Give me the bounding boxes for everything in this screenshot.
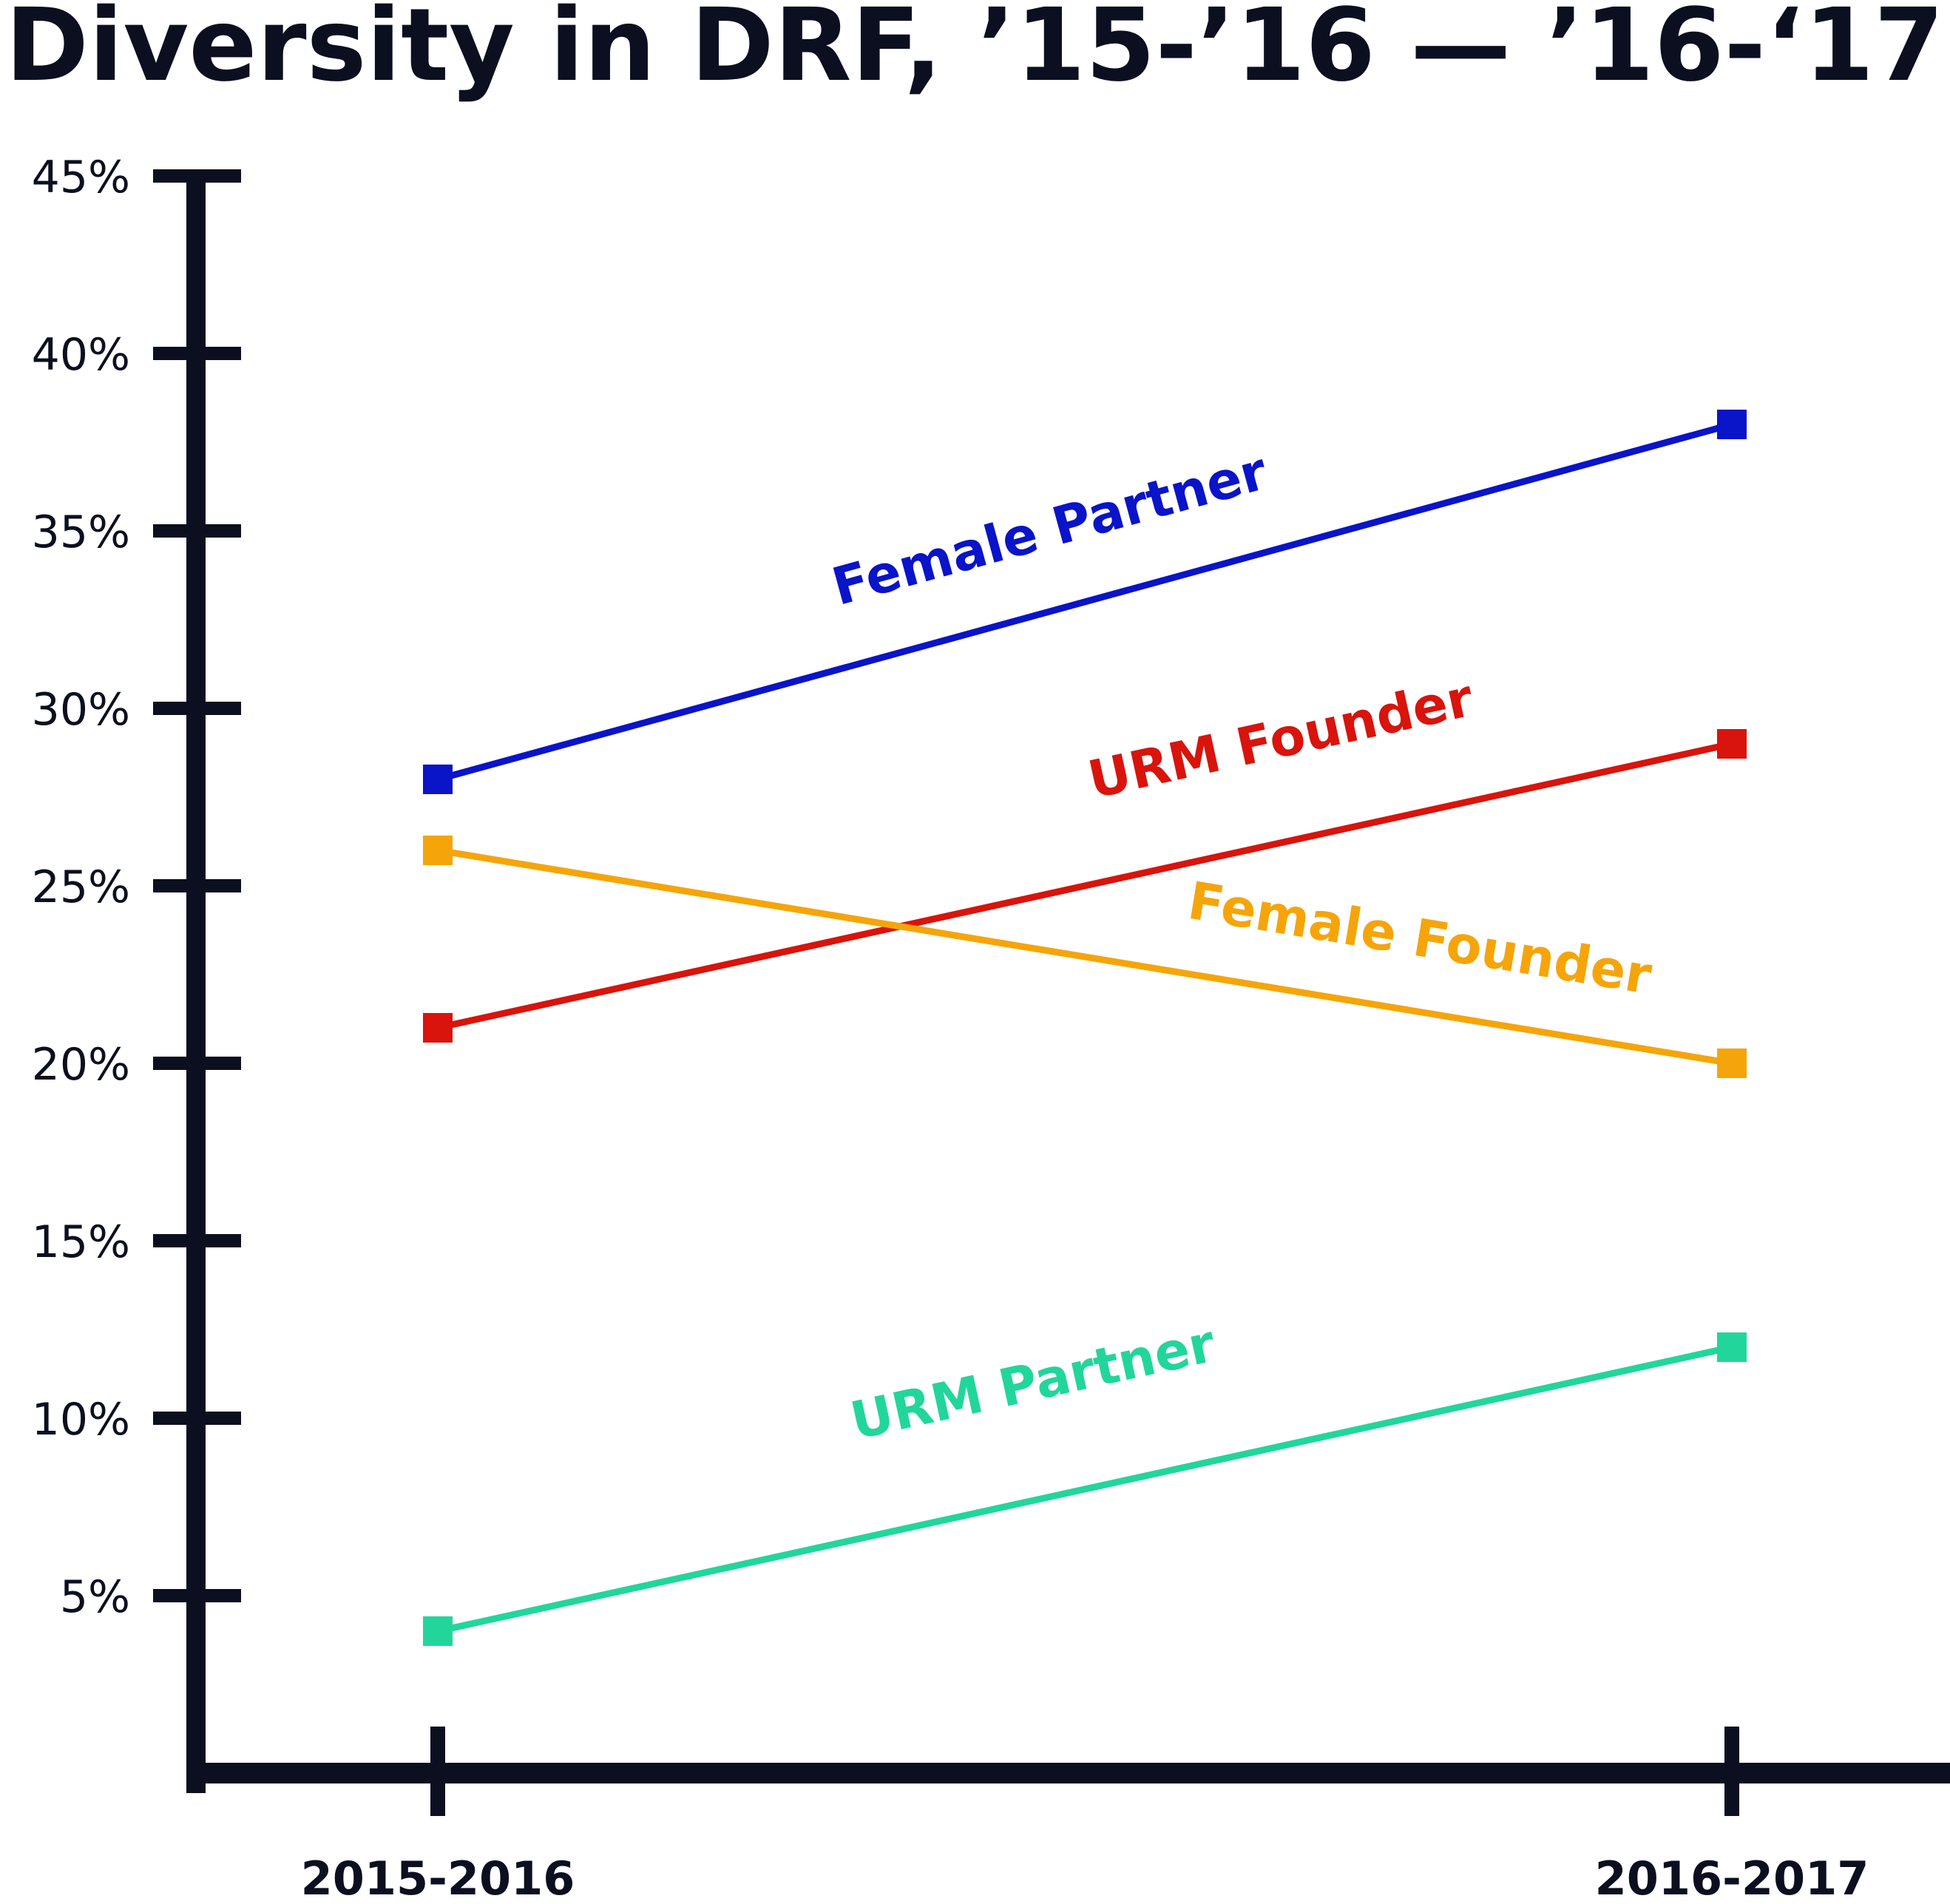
data-point-marker (1717, 1048, 1747, 1078)
series-line (437, 1344, 1733, 1635)
y-tick-label: 25% (32, 861, 130, 913)
series-line (437, 847, 1733, 1067)
data-point-marker (423, 836, 453, 865)
x-ticks: 2015-2016 2016-2017 (301, 1727, 1869, 1904)
y-tick-label: 5% (60, 1571, 130, 1623)
y-tick-label: 10% (32, 1394, 130, 1446)
y-tick-label: 20% (32, 1039, 130, 1091)
data-point-marker (423, 765, 453, 794)
data-point-marker (1717, 729, 1747, 759)
y-ticks: 5% 10% 15% 20% 25% 30% 35% 40% 45% (32, 152, 241, 1623)
x-tick-label: 2016-2017 (1595, 1852, 1869, 1904)
series-label: URM Partner (845, 1313, 1221, 1452)
y-tick-label: 15% (32, 1216, 130, 1268)
series-line (437, 740, 1733, 1031)
y-tick-label: 30% (32, 684, 130, 736)
series-label: URM Founder (1083, 668, 1478, 811)
series-line (436, 421, 1733, 783)
y-tick-label: 40% (32, 329, 130, 381)
data-point-marker (423, 1013, 453, 1043)
data-point-marker (1717, 1332, 1747, 1362)
chart-title: Diversity in DRF, ’15-’16 — ’16-‘17 (5, 0, 1944, 104)
y-tick-label: 35% (32, 507, 130, 558)
data-point-marker (1717, 410, 1747, 439)
series-label: Female Partner (826, 441, 1274, 617)
x-tick-label: 2015-2016 (301, 1852, 575, 1904)
y-tick-label: 45% (32, 152, 130, 203)
data-point-marker (423, 1616, 453, 1646)
